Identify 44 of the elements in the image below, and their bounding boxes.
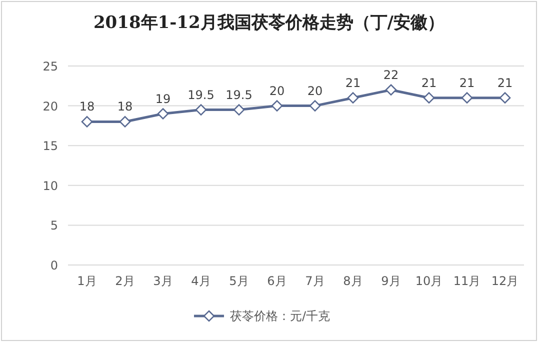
data-label: 21 — [345, 76, 361, 90]
data-label: 20 — [307, 84, 323, 98]
data-label: 20 — [269, 84, 285, 98]
point — [271, 100, 283, 112]
y-tick-label: 0 — [50, 258, 58, 272]
point — [195, 104, 207, 116]
x-tick-label: 7月 — [305, 274, 325, 288]
x-tick-label: 3月 — [153, 274, 173, 288]
data-label: 19.5 — [188, 88, 214, 102]
point — [423, 92, 435, 104]
x-tick-label: 6月 — [267, 274, 287, 288]
y-tick-label: 15 — [42, 139, 58, 154]
y-tick-label: 10 — [42, 178, 58, 193]
data-label: 21 — [459, 76, 475, 90]
data-label: 18 — [79, 100, 95, 114]
x-tick-label: 2月 — [115, 274, 135, 288]
x-tick-label: 12月 — [491, 274, 519, 288]
x-tick-label: 8月 — [343, 274, 363, 288]
x-tick-label: 5月 — [229, 274, 249, 288]
y-tick-label: 5 — [50, 218, 58, 233]
x-tick-label: 11月 — [453, 274, 481, 288]
data-label: 22 — [383, 68, 399, 82]
point — [233, 104, 245, 116]
data-label: 19.5 — [226, 88, 252, 102]
y-tick-label: 25 — [42, 60, 58, 74]
point — [81, 116, 93, 128]
data-label: 18 — [117, 100, 133, 114]
point — [347, 92, 359, 104]
chart-title: 2018年1-12月我国茯苓价格走势（丁/安徽） — [93, 13, 445, 33]
point — [385, 84, 397, 96]
x-tick-label: 10月 — [415, 274, 443, 288]
legend-label: 茯苓价格：元/千克 — [230, 309, 330, 323]
point — [119, 116, 131, 128]
y-tick-label: 20 — [42, 99, 58, 114]
data-label: 21 — [497, 76, 513, 90]
x-tick-label: 4月 — [191, 274, 211, 288]
point — [157, 108, 169, 120]
data-label: 19 — [155, 92, 171, 106]
x-tick-label: 1月 — [77, 274, 97, 288]
x-tick-label: 9月 — [381, 274, 401, 288]
point — [309, 100, 321, 112]
data-label: 21 — [421, 76, 437, 90]
point — [461, 92, 473, 104]
point — [499, 92, 511, 104]
